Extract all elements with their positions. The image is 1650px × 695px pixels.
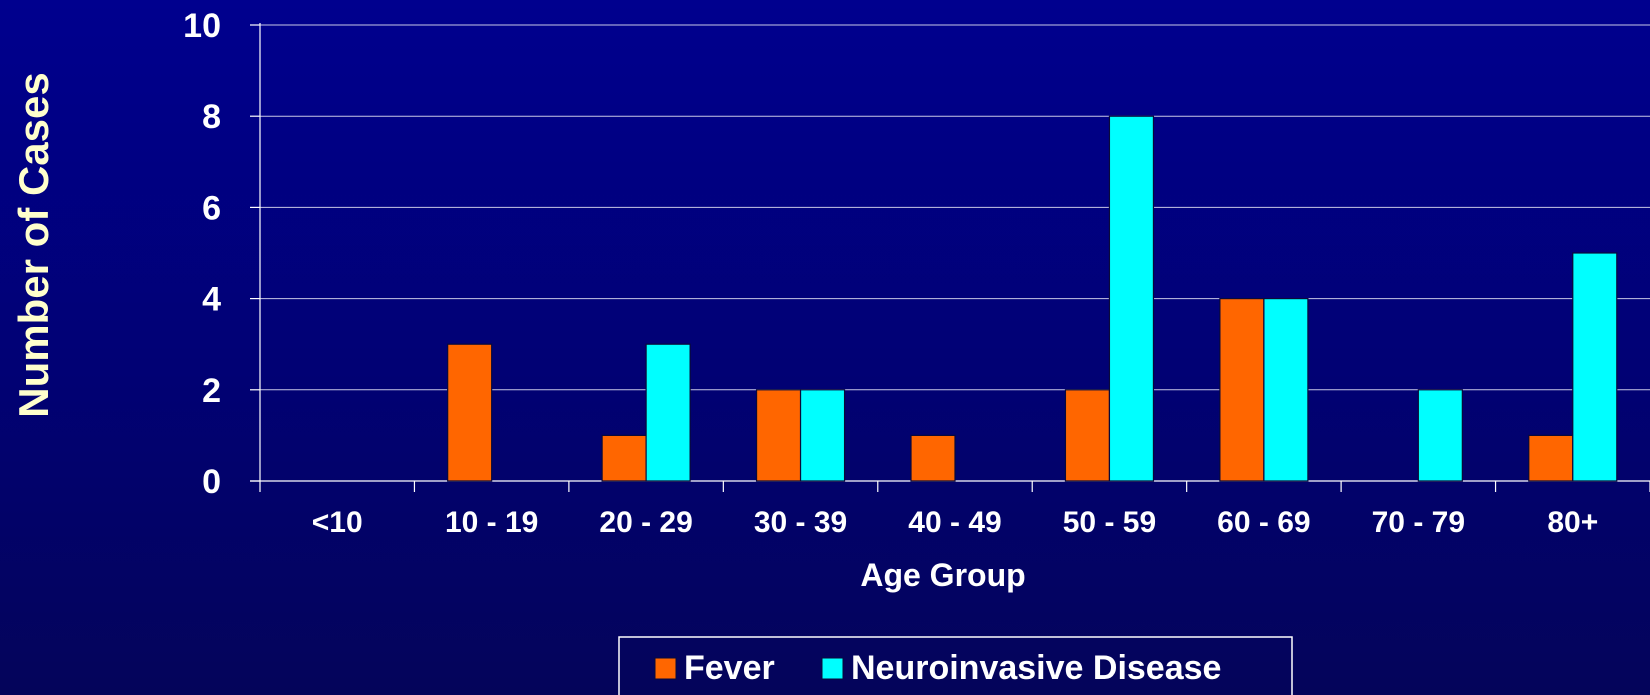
legend-box [618,636,1293,695]
y-tick-label: 4 [202,281,221,319]
legend-swatch-neuroinvasive [821,657,844,680]
bar-neuroinvasive-3 [799,389,846,482]
bar-neuroinvasive-6 [1263,298,1309,482]
x-tick-label: 30 - 39 [754,506,847,539]
x-tick-label: 60 - 69 [1217,506,1310,539]
bar-fever-1 [447,343,493,482]
bar-fever-6 [1219,298,1265,482]
x-tick-label: 80+ [1547,506,1598,539]
y-tick-label: 8 [202,98,221,136]
legend-label-neuroinvasive: Neuroinvasive Disease [851,649,1221,687]
bar-fever-4 [910,434,956,482]
y-tick-label: 2 [202,372,221,410]
x-axis-title: Age Group [860,557,1025,593]
legend-label-fever: Fever [684,649,775,687]
legend: Fever Neuroinvasive Disease [618,636,1293,695]
x-tick-label: 20 - 29 [599,506,692,539]
x-tick-label: 10 - 19 [445,506,538,539]
y-tick-label: 0 [202,463,221,501]
x-tick-label: 50 - 59 [1063,506,1156,539]
y-axis-title: Number of Cases [10,72,57,417]
y-tick-label: 6 [202,189,221,227]
bar-fever-8 [1528,434,1574,482]
bar-neuroinvasive-7 [1417,389,1463,482]
bar-neuroinvasive-8 [1572,252,1618,482]
bar-fever-3 [755,389,802,482]
bar-fever-2 [601,434,647,482]
legend-swatch-fever [654,657,677,680]
bar-neuroinvasive-5 [1108,115,1155,482]
x-tick-label: <10 [312,506,363,539]
x-tick-label: 40 - 49 [908,506,1001,539]
bar-neuroinvasive-2 [645,343,691,482]
bar-fever-5 [1064,389,1111,482]
y-tick-label: 10 [183,7,221,45]
x-tick-label: 70 - 79 [1372,506,1465,539]
